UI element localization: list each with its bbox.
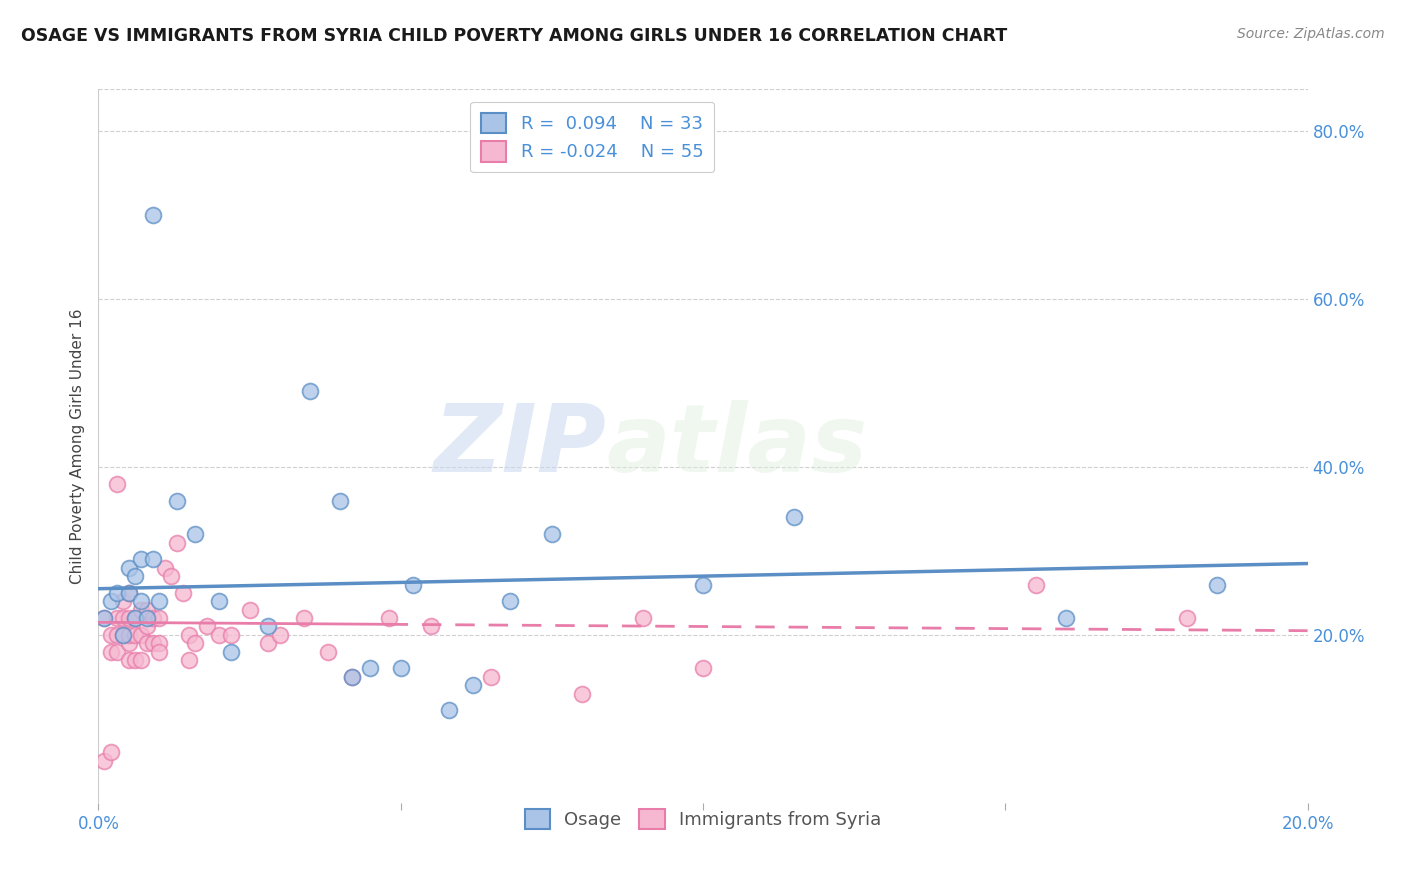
Point <box>160 569 183 583</box>
Point <box>118 611 141 625</box>
Point <box>389 661 412 675</box>
Point <box>692 577 714 591</box>
Point <box>118 560 141 574</box>
Point <box>540 527 562 541</box>
Point <box>179 628 201 642</box>
Point <box>329 493 352 508</box>
Point <box>153 560 176 574</box>
Point <box>93 754 115 768</box>
Point <box>111 594 134 608</box>
Point <box>1054 611 1077 625</box>
Point <box>342 670 364 684</box>
Point <box>184 636 207 650</box>
Point <box>118 628 141 642</box>
Point <box>269 628 291 642</box>
Point <box>142 636 165 650</box>
Text: Source: ZipAtlas.com: Source: ZipAtlas.com <box>1237 27 1385 41</box>
Point <box>135 603 157 617</box>
Text: ZIP: ZIP <box>433 400 606 492</box>
Point <box>299 384 322 399</box>
Point <box>100 746 122 760</box>
Point <box>142 552 165 566</box>
Point <box>100 628 122 642</box>
Point <box>172 586 194 600</box>
Point <box>105 645 128 659</box>
Point <box>118 653 141 667</box>
Point <box>1024 577 1046 591</box>
Point <box>124 628 146 642</box>
Point <box>1175 611 1198 625</box>
Point <box>118 636 141 650</box>
Point <box>360 661 382 675</box>
Point <box>118 586 141 600</box>
Point <box>129 603 152 617</box>
Point <box>377 611 399 625</box>
Point <box>105 611 128 625</box>
Point <box>111 611 134 625</box>
Point <box>208 594 231 608</box>
Point <box>148 594 170 608</box>
Point <box>105 476 128 491</box>
Point <box>135 636 157 650</box>
Point <box>179 653 201 667</box>
Point <box>93 611 115 625</box>
Y-axis label: Child Poverty Among Girls Under 16: Child Poverty Among Girls Under 16 <box>69 309 84 583</box>
Point <box>239 603 262 617</box>
Point <box>631 611 654 625</box>
Point <box>166 493 188 508</box>
Point <box>135 611 157 625</box>
Point <box>111 628 134 642</box>
Point <box>129 552 152 566</box>
Point <box>105 628 128 642</box>
Point <box>148 645 170 659</box>
Point <box>129 653 152 667</box>
Point <box>292 611 315 625</box>
Point <box>100 594 122 608</box>
Point <box>420 619 443 633</box>
Point <box>437 703 460 717</box>
Point <box>124 569 146 583</box>
Point <box>124 653 146 667</box>
Point <box>402 577 425 591</box>
Point <box>118 586 141 600</box>
Point <box>463 678 485 692</box>
Point <box>105 586 128 600</box>
Point <box>124 611 146 625</box>
Point <box>256 636 278 650</box>
Point <box>342 670 364 684</box>
Point <box>221 645 243 659</box>
Point <box>100 645 122 659</box>
Point <box>498 594 520 608</box>
Point <box>256 619 278 633</box>
Point <box>142 611 165 625</box>
Point <box>692 661 714 675</box>
Text: OSAGE VS IMMIGRANTS FROM SYRIA CHILD POVERTY AMONG GIRLS UNDER 16 CORRELATION CH: OSAGE VS IMMIGRANTS FROM SYRIA CHILD POV… <box>21 27 1007 45</box>
Point <box>571 687 593 701</box>
Point <box>142 208 165 222</box>
Point <box>129 628 152 642</box>
Point <box>783 510 806 524</box>
Point <box>316 645 339 659</box>
Point <box>166 535 188 549</box>
Legend: Osage, Immigrants from Syria: Osage, Immigrants from Syria <box>517 801 889 837</box>
Point <box>93 611 115 625</box>
Point <box>148 611 170 625</box>
Text: atlas: atlas <box>606 400 868 492</box>
Point <box>135 619 157 633</box>
Point <box>208 628 231 642</box>
Point <box>184 527 207 541</box>
Point <box>129 594 152 608</box>
Point <box>148 636 170 650</box>
Point <box>481 670 503 684</box>
Point <box>124 611 146 625</box>
Point <box>221 628 243 642</box>
Point <box>1206 577 1229 591</box>
Point <box>195 619 218 633</box>
Point <box>111 628 134 642</box>
